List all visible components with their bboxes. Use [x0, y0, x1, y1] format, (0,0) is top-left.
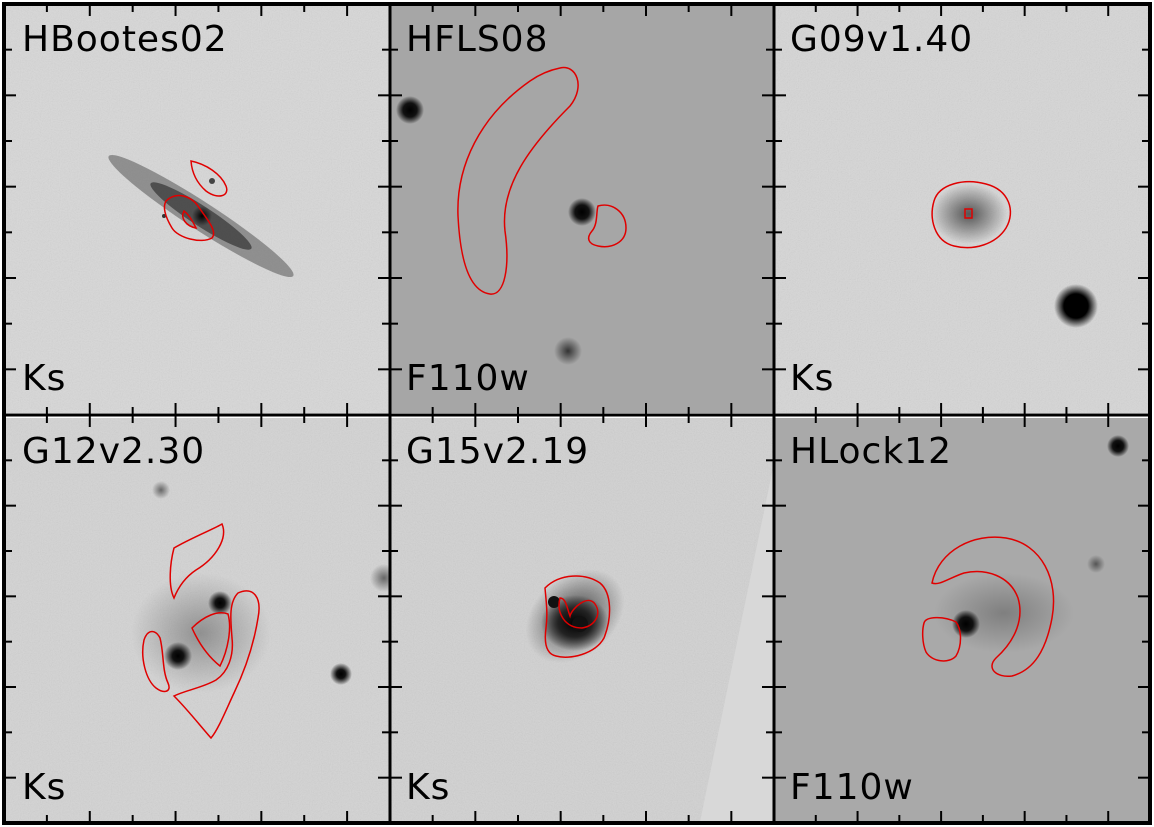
panel-g09v1-40: G09v1.40 Ks: [774, 6, 1148, 413]
panel-title: HLock12: [790, 431, 952, 472]
panel-hbootes02: HBootes02 Ks: [6, 6, 389, 413]
band-label: Ks: [790, 358, 835, 399]
image-g12v2-30: [6, 418, 389, 822]
band-label: Ks: [406, 767, 451, 808]
panel-hfls08: HFLS08 F110w: [390, 6, 773, 413]
image-hfls08: [390, 6, 773, 413]
band-label: F110w: [406, 358, 530, 399]
image-hlock12: [774, 418, 1148, 822]
panel-title: G12v2.30: [22, 431, 206, 472]
panel-g12v2-30: G12v2.30 Ks: [6, 418, 389, 822]
panel-g15v2-19: G15v2.19 Ks: [390, 418, 773, 822]
panel-title: HBootes02: [22, 19, 228, 60]
band-label: F110w: [790, 767, 914, 808]
panel-title: G09v1.40: [790, 19, 974, 60]
band-label: Ks: [22, 767, 67, 808]
panel-hlock12: HLock12 F110w: [774, 418, 1148, 822]
image-hbootes02: [6, 6, 389, 413]
panel-title: G15v2.19: [406, 431, 590, 472]
panel-title: HFLS08: [406, 19, 549, 60]
image-g15v2-19: [390, 418, 773, 822]
band-label: Ks: [22, 358, 67, 399]
image-g09v1-40: [774, 6, 1148, 413]
